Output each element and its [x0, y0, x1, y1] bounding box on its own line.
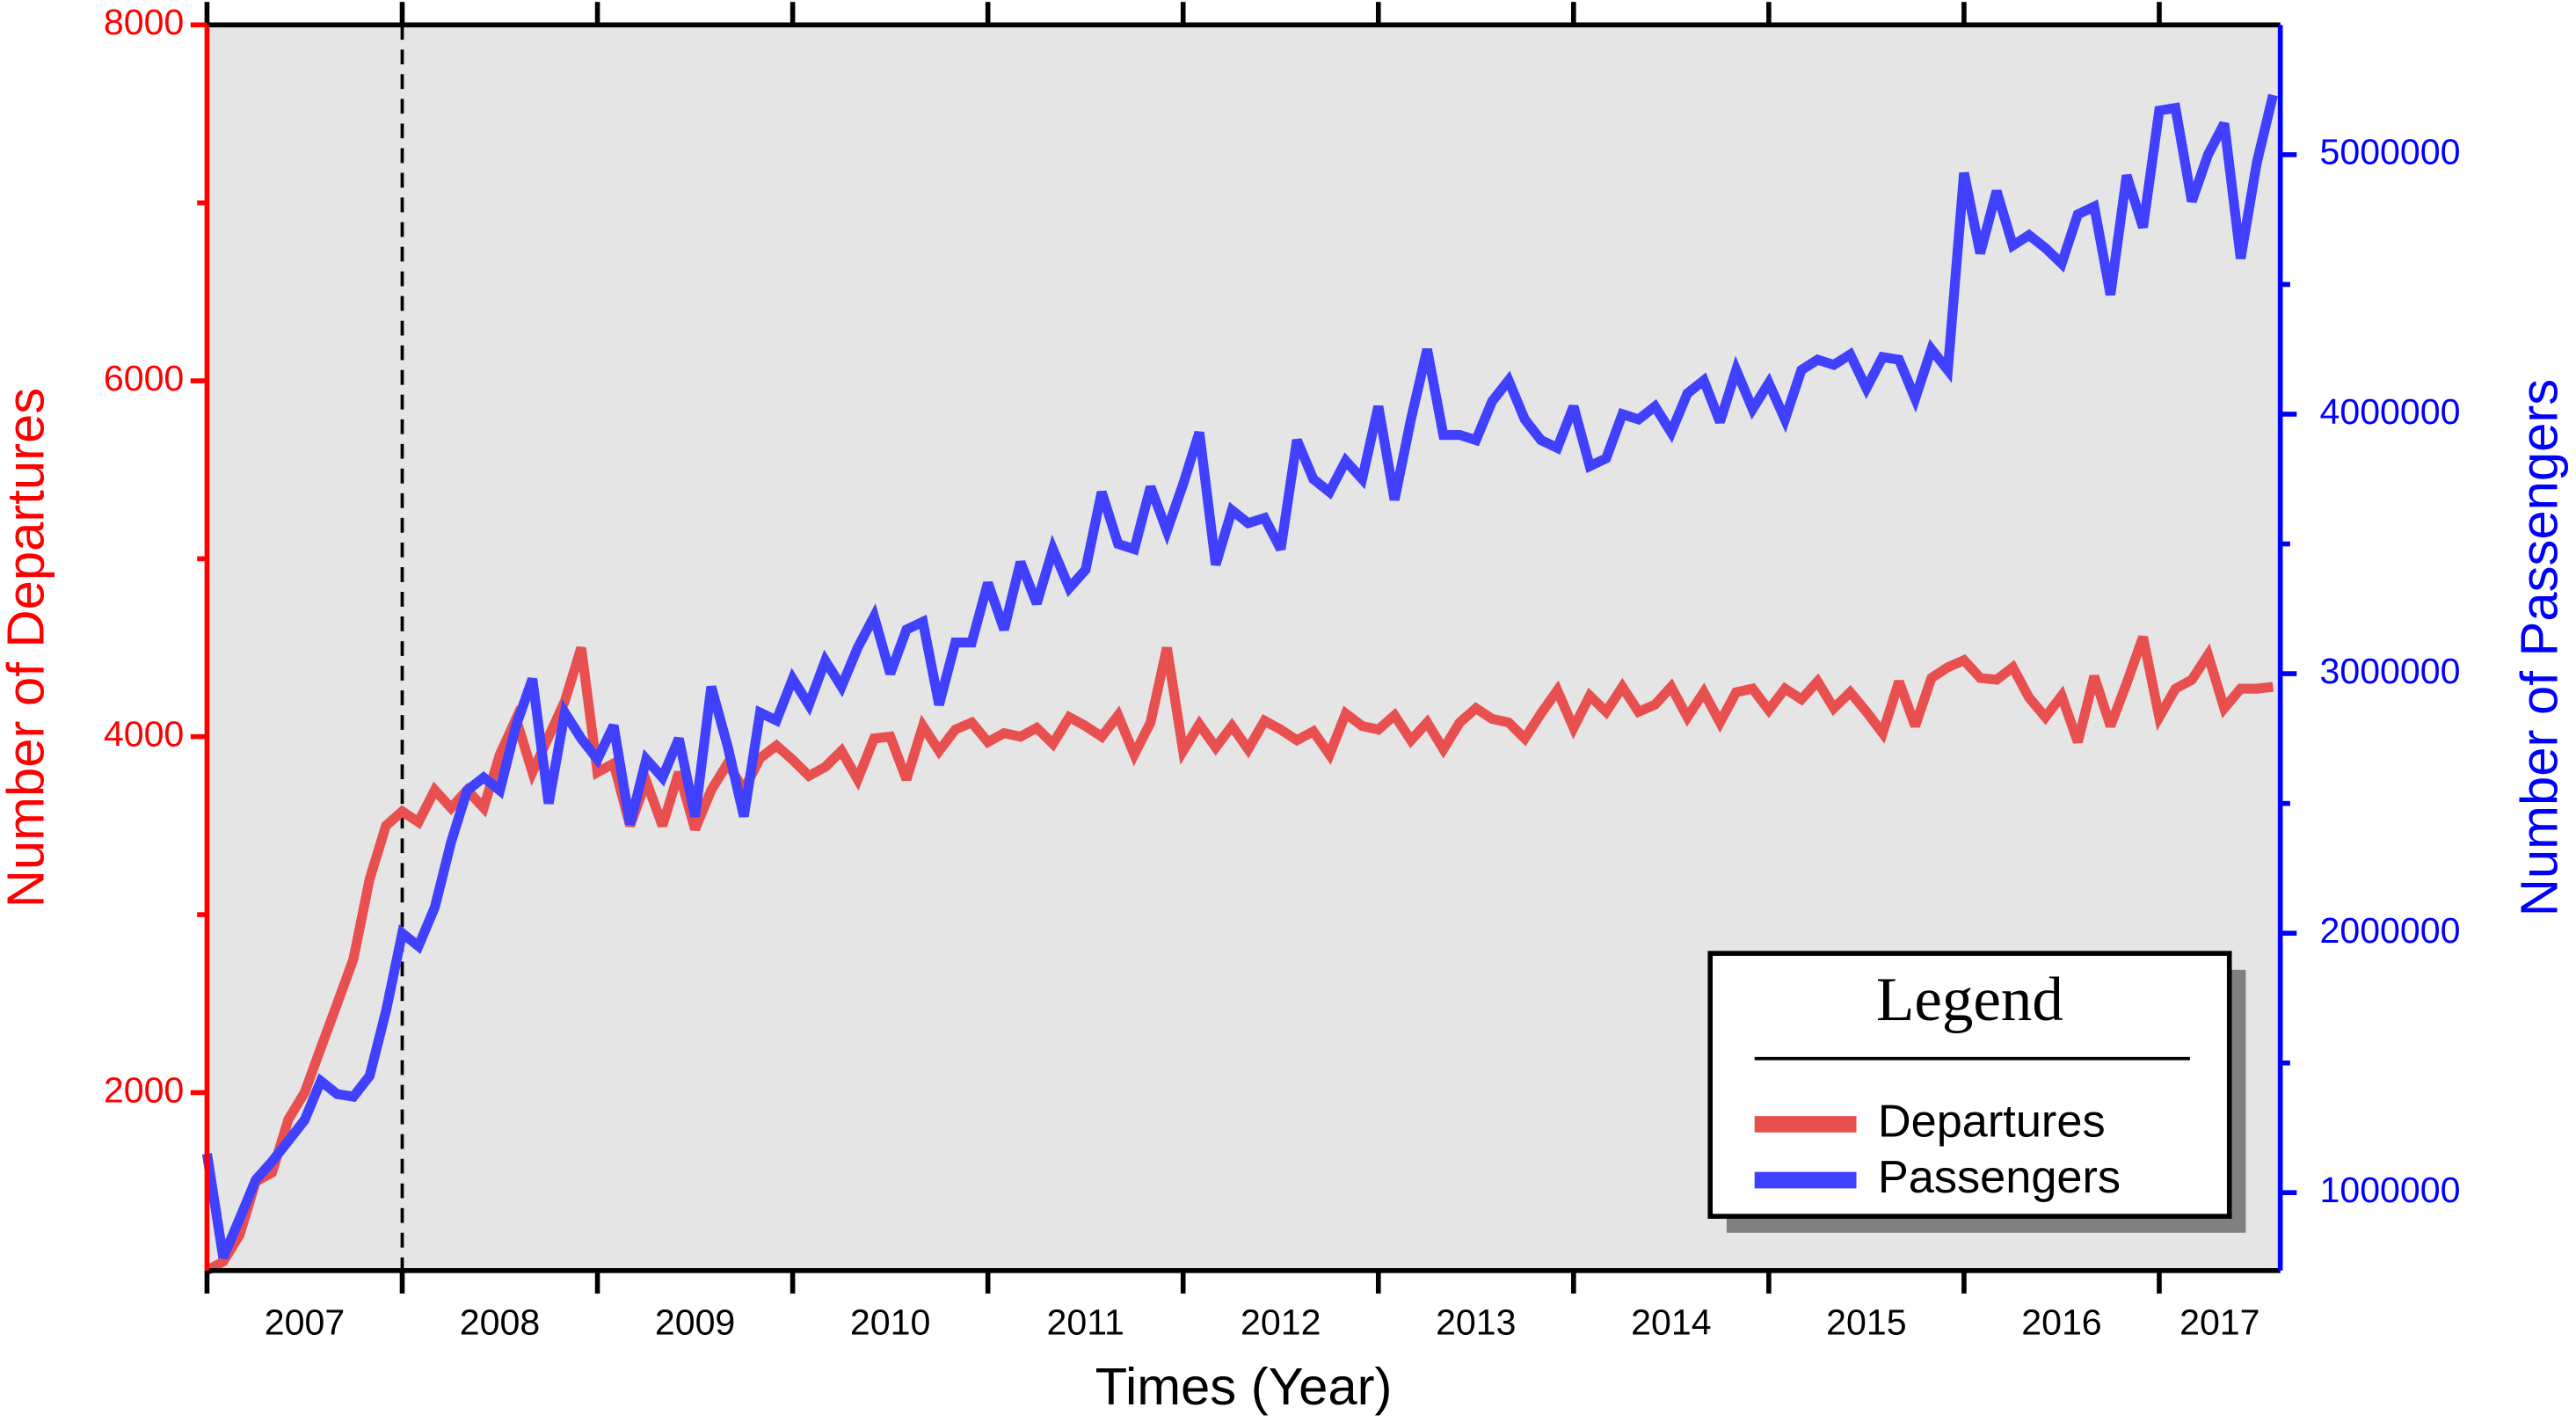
legend-label: Departures [1878, 1096, 2106, 1147]
data-line [201, 93, 2278, 1260]
x-tick-label: 2016 [2021, 1302, 2101, 1342]
x-tick-label: 2008 [460, 1302, 540, 1342]
legend-label: Passengers [1878, 1152, 2121, 1203]
x-axis-title: Times (Year) [1095, 1357, 1393, 1416]
y2-tick-label: 1000000 [2319, 1170, 2460, 1210]
y2-tick-label: 5000000 [2319, 132, 2460, 172]
legend-title: Legend [1876, 966, 2063, 1034]
x-tick-label: 2017 [2179, 1302, 2259, 1342]
x-tick-label: 2014 [1631, 1302, 1711, 1342]
y-axis-title: Number of Departures [0, 388, 55, 908]
y2-tick-label: 3000000 [2319, 651, 2460, 691]
x-tick-label: 2007 [265, 1302, 345, 1342]
x-tick-label: 2012 [1241, 1302, 1321, 1342]
y-tick-label: 4000 [104, 714, 184, 755]
data-line [204, 635, 2274, 1275]
y-tick-label: 6000 [104, 358, 184, 398]
y-tick-label: 2000 [104, 1069, 184, 1110]
y2-tick-label: 2000000 [2319, 910, 2460, 951]
x-tick-label: 2011 [1046, 1302, 1124, 1342]
y-tick-label: 8000 [104, 2, 184, 42]
x-tick-label: 2015 [1826, 1302, 1906, 1342]
x-tick-label: 2013 [1436, 1302, 1516, 1342]
x-tick-label: 2010 [850, 1302, 930, 1342]
y2-tick-label: 4000000 [2319, 391, 2460, 432]
y2-axis-title: Number of Passengers [2509, 379, 2568, 916]
x-tick-label: 2009 [655, 1302, 735, 1342]
